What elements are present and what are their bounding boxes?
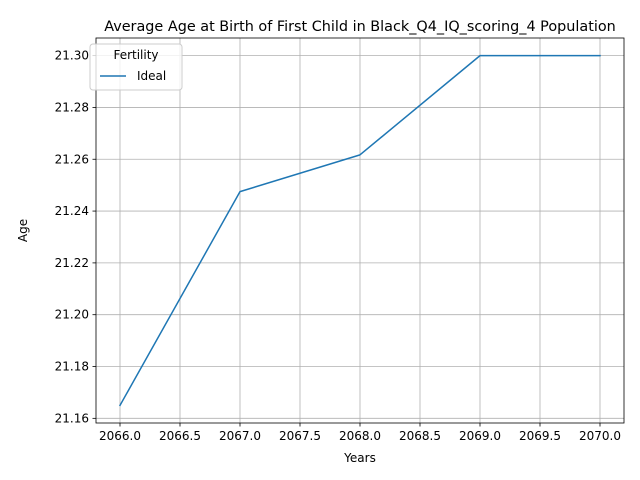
y-tick-label: 21.26 [55, 152, 89, 166]
legend-title: Fertility [113, 48, 158, 62]
x-tick-label: 2067.0 [219, 429, 261, 443]
y-axis-label: Age [16, 219, 30, 242]
grid-lines [96, 38, 624, 423]
y-tick-label: 21.28 [55, 100, 89, 114]
legend-label: Ideal [137, 69, 166, 83]
legend-items: Ideal [100, 69, 166, 83]
y-tick-label: 21.22 [55, 256, 89, 270]
x-tick-label: 2068.0 [339, 429, 381, 443]
y-tick-label: 21.24 [55, 204, 89, 218]
legend-box [89, 43, 183, 91]
y-tick-label: 21.16 [55, 411, 89, 425]
legend: Fertility Ideal [89, 43, 183, 91]
x-axis-ticks: 2066.0 2066.5 2067.0 2067.5 2068.0 2068.5 2069… [99, 423, 621, 443]
series-line [118, 54, 601, 407]
x-tick-label: 2067.5 [279, 429, 321, 443]
chart-title: Average Age at Birth of First Child in B… [104, 19, 616, 35]
y-tick-label: 21.20 [55, 308, 89, 322]
series-lines [118, 54, 601, 407]
y-axis-ticks: 21.16 21.18 21.20 21.22 21.24 21.26 21.28 21.30 [55, 49, 96, 425]
y-tick-label: 21.18 [55, 360, 89, 374]
x-tick-label: 2070.0 [579, 429, 621, 443]
x-axis-label: Years [343, 451, 376, 465]
x-tick-label: 2069.0 [459, 429, 501, 443]
x-tick-label: 2066.0 [99, 429, 141, 443]
y-tick-label: 21.30 [55, 49, 89, 63]
x-tick-label: 2069.5 [519, 429, 561, 443]
plot-frame [95, 37, 625, 424]
x-tick-label: 2066.5 [159, 429, 201, 443]
x-tick-label: 2068.5 [399, 429, 441, 443]
